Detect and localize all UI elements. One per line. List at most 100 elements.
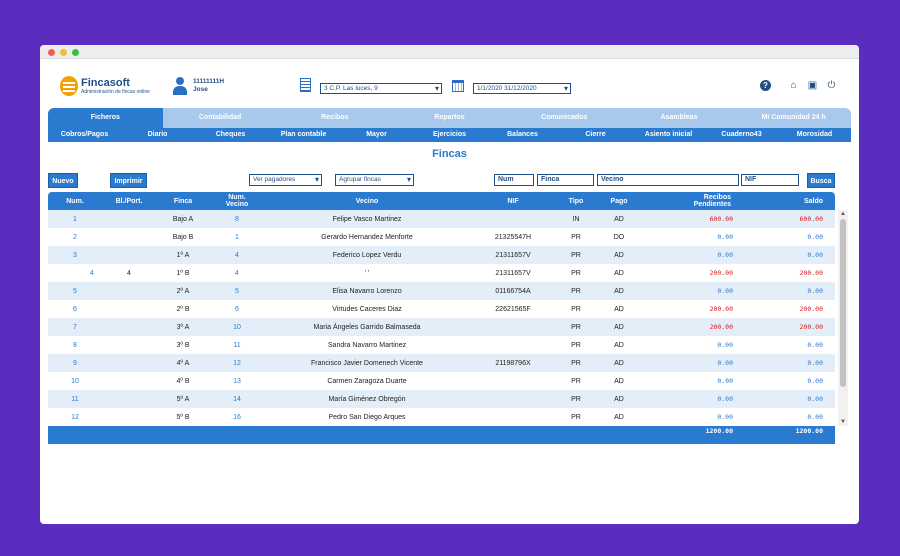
- cell-saldo: 200.00: [799, 305, 823, 313]
- cell-vecino: Carmen Zaragoza Duarte: [327, 377, 407, 385]
- app-window: Fincasoft Administración de fincas onlin…: [40, 45, 859, 524]
- finca-filter-input[interactable]: Finca: [537, 174, 594, 186]
- nif-filter-input[interactable]: NIF: [741, 174, 799, 186]
- cell-pago: AD: [614, 251, 624, 259]
- table-row[interactable]: 12 5º B 16 Pedro San Diego Arques PR AD 0.00 0.…: [48, 408, 835, 426]
- cell-num-vecino[interactable]: 10: [233, 323, 241, 331]
- cell-num-vecino[interactable]: 5: [235, 287, 239, 295]
- header-pago[interactable]: Pago: [610, 197, 628, 205]
- subtab-ejercicios[interactable]: Ejercicios: [432, 131, 467, 138]
- subtab-cheques[interactable]: Cheques: [215, 131, 246, 138]
- agrupar-fincas-select[interactable]: Agrupar fincas: [335, 174, 414, 186]
- cell-num[interactable]: 8: [73, 341, 77, 349]
- header-tipo[interactable]: Tipo: [568, 197, 584, 205]
- cell-num[interactable]: 4: [90, 269, 94, 277]
- table-row[interactable]: 8 3º B 11 Sandra Navarro Martinez PR AD 0.00 0.…: [48, 336, 835, 354]
- cell-tipo: PR: [571, 377, 581, 385]
- table-row[interactable]: 5 2º A 5 Elisa Navarro Lorenzo 01166754A PR AD…: [48, 282, 835, 300]
- header-saldo[interactable]: Saldo: [803, 197, 823, 205]
- help-icon[interactable]: ?: [760, 80, 771, 91]
- table-row[interactable]: 10 4º B 13 Carmen Zaragoza Duarte PR AD 0.00 0.…: [48, 372, 835, 390]
- nuevo-button[interactable]: Nuevo: [48, 173, 78, 188]
- close-window-button[interactable]: [48, 49, 55, 56]
- table-row[interactable]: 3 1º A 4 Federico Lopez Verdu 21311657V PR AD 0…: [48, 246, 835, 264]
- cell-num[interactable]: 10: [71, 377, 79, 385]
- table-row[interactable]: 6 2º B 6 Virtudes Caceres Diaz 22621565F PR AD…: [48, 300, 835, 318]
- cell-vecino: Federico Lopez Verdu: [332, 251, 402, 259]
- table-row[interactable]: 11 5º A 14 María Giménez Obregón PR AD 0.00 0.0…: [48, 390, 835, 408]
- cell-num[interactable]: 9: [73, 359, 77, 367]
- header-vecino[interactable]: Vecino: [355, 197, 379, 205]
- cell-num[interactable]: 5: [73, 287, 77, 295]
- cell-tipo: PR: [571, 413, 581, 421]
- busca-button[interactable]: Busca: [807, 173, 835, 188]
- header-num[interactable]: Num.: [66, 197, 84, 205]
- tab-ficheros[interactable]: Ficheros: [48, 108, 163, 128]
- tab-contabilidad[interactable]: Contabilidad: [198, 114, 242, 121]
- minimize-window-button[interactable]: [60, 49, 67, 56]
- maximize-window-button[interactable]: [72, 49, 79, 56]
- cell-num-vecino[interactable]: 14: [233, 395, 241, 403]
- home-icon[interactable]: ⌂: [790, 80, 797, 91]
- tab-comunicados[interactable]: Comunicados: [541, 114, 588, 121]
- subtab-mayor[interactable]: Mayor: [366, 131, 387, 138]
- header-finca[interactable]: Finca: [173, 197, 193, 205]
- table-header: Num. Bl./Port. Finca Num. Vecino Vecino …: [48, 192, 835, 210]
- cell-num-vecino[interactable]: 6: [235, 305, 239, 313]
- book-icon[interactable]: ▣: [807, 80, 818, 91]
- num-filter-input[interactable]: Num: [494, 174, 534, 186]
- ver-pagadores-select[interactable]: Ver pagadores: [249, 174, 322, 186]
- fincasoft-logo[interactable]: Fincasoft Administración de fincas onlin…: [60, 76, 150, 96]
- subtab-cierre[interactable]: Cierre: [585, 131, 606, 138]
- scrollbar-thumb[interactable]: [840, 219, 846, 387]
- cell-finca: 1º A: [176, 251, 190, 259]
- subtab-cuaderno43[interactable]: Cuaderno43: [721, 131, 762, 138]
- cell-num-vecino[interactable]: 16: [233, 413, 241, 421]
- subtab-asiento-inicial[interactable]: Asiento inicial: [644, 131, 693, 138]
- cell-num[interactable]: 11: [71, 395, 79, 403]
- table-scrollbar[interactable]: ▲ ▼: [838, 210, 848, 426]
- tab-repartos[interactable]: Repartos: [434, 114, 465, 121]
- table-row[interactable]: 9 4º A 12 Francisco Javier Domenech Vicente…: [48, 354, 835, 372]
- subtab-balances[interactable]: Balances: [507, 131, 538, 138]
- scroll-up-arrow-icon[interactable]: ▲: [840, 211, 846, 217]
- table-row[interactable]: 1 Bajo A 8 Felipe Vasco Martinez IN AD 600.00 6…: [48, 210, 835, 228]
- community-select[interactable]: 3 C.P. Las luces, 9: [320, 83, 442, 94]
- cell-num[interactable]: 7: [73, 323, 77, 331]
- cell-num-vecino[interactable]: 4: [235, 251, 239, 259]
- cell-num-vecino[interactable]: 12: [233, 359, 241, 367]
- header-num-vecino[interactable]: Num. Vecino: [210, 192, 264, 210]
- tab-recibos[interactable]: Recibos: [321, 114, 349, 121]
- power-icon[interactable]: ⏻: [827, 80, 836, 91]
- cell-num[interactable]: 2: [73, 233, 77, 241]
- table-row[interactable]: 2 Bajo B 1 Gerardo Hernandez Menforte 213255…: [48, 228, 835, 246]
- cell-num[interactable]: 12: [71, 413, 79, 421]
- cell-num-vecino[interactable]: 8: [235, 215, 239, 223]
- tab-mi-comunidad[interactable]: Mi Comunidad 24 h: [761, 114, 826, 121]
- cell-num-vecino[interactable]: 13: [233, 377, 241, 385]
- imprimir-button[interactable]: Imprimir: [110, 173, 147, 188]
- subtab-plan-contable[interactable]: Plan contable: [280, 131, 327, 138]
- cell-num[interactable]: 3: [73, 251, 77, 259]
- cell-num-vecino[interactable]: 4: [235, 269, 239, 277]
- subtab-cobros-pagos[interactable]: Cobros/Pagos: [60, 131, 109, 138]
- vecino-filter-input[interactable]: Vecino: [597, 174, 739, 186]
- cell-num[interactable]: 1: [73, 215, 77, 223]
- scroll-down-arrow-icon[interactable]: ▼: [840, 419, 846, 425]
- subtab-diario[interactable]: Diario: [147, 131, 168, 138]
- header-recibos-pendientes[interactable]: Recibos Pendientes: [642, 192, 743, 210]
- header-nif[interactable]: NIF: [507, 197, 519, 205]
- tab-asambleas[interactable]: Asambleas: [660, 114, 698, 121]
- cell-vecino: Gerardo Hernandez Menforte: [321, 233, 413, 241]
- table-row[interactable]: 4 4 1º B 4 ' ' 21311657V PR AD 200.00 200.00: [48, 264, 835, 282]
- cell-pago: AD: [614, 323, 624, 331]
- cell-num[interactable]: 6: [73, 305, 77, 313]
- user-info[interactable]: 11111111H Jose: [173, 77, 224, 95]
- cell-vecino: Virtudes Caceres Diaz: [332, 305, 402, 313]
- subtab-morosidad[interactable]: Morosidad: [796, 131, 833, 138]
- date-range-select[interactable]: 1/1/2020 31/12/2020: [473, 83, 571, 94]
- table-row[interactable]: 7 3º A 10 Maria Ángeles Garrido Balmaseda PR…: [48, 318, 835, 336]
- header-bl-port[interactable]: Bl./Port.: [115, 197, 143, 205]
- cell-num-vecino[interactable]: 11: [233, 341, 241, 349]
- cell-num-vecino[interactable]: 1: [235, 233, 239, 241]
